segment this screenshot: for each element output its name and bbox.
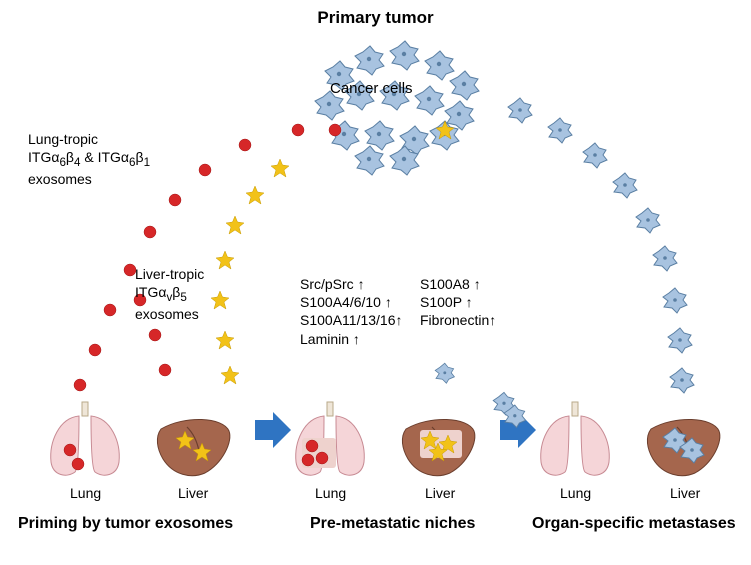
liver-tropic-line3: exosomes	[135, 305, 204, 323]
primary-tumor-title: Primary tumor	[0, 8, 751, 28]
stage2-lung	[296, 402, 365, 475]
primary-tumor-cluster	[315, 41, 479, 175]
liver-tropic-line1: Liver-tropic	[135, 265, 204, 283]
stage1-lung	[51, 402, 120, 475]
lung-tropic-line2: ITGα6β4 & ITGα6β1	[28, 148, 150, 170]
stage2-liver-label: Liver	[425, 485, 455, 501]
niche-markers-col1: Src/pSrc ↑S100A4/6/10 ↑S100A11/13/16↑Lam…	[300, 275, 403, 348]
lung-tropic-line1: Lung-tropic	[28, 130, 150, 148]
stage2-liver	[402, 419, 474, 475]
lung-tropic-line3: exosomes	[28, 170, 150, 188]
stage1-title: Priming by tumor exosomes	[18, 515, 233, 533]
stage3-liver-label: Liver	[670, 485, 700, 501]
liver-tropic-line2: ITGαvβ5	[135, 283, 204, 305]
arrow-stage1-to-stage2	[255, 412, 291, 448]
stage2-lung-label: Lung	[315, 485, 346, 501]
liver-tropic-exosome-label: Liver-tropic ITGαvβ5 exosomes	[135, 265, 204, 323]
stage1-liver	[157, 419, 229, 475]
stage3-liver	[647, 419, 719, 475]
stage3-lung-label: Lung	[560, 485, 591, 501]
metastasis-cell-trail	[508, 98, 694, 393]
stage3-title: Organ-specific metastases	[532, 515, 736, 533]
stage2-title: Pre-metastatic niches	[310, 515, 475, 533]
stage1-liver-label: Liver	[178, 485, 208, 501]
cancer-cells-label: Cancer cells	[330, 80, 413, 97]
liver-tropic-exosome-trail	[211, 159, 289, 384]
stage1-lung-label: Lung	[70, 485, 101, 501]
lung-tropic-exosome-label: Lung-tropic ITGα6β4 & ITGα6β1 exosomes	[28, 130, 150, 188]
niche-markers-col2: S100A8 ↑S100P ↑Fibronectin↑	[420, 275, 496, 330]
